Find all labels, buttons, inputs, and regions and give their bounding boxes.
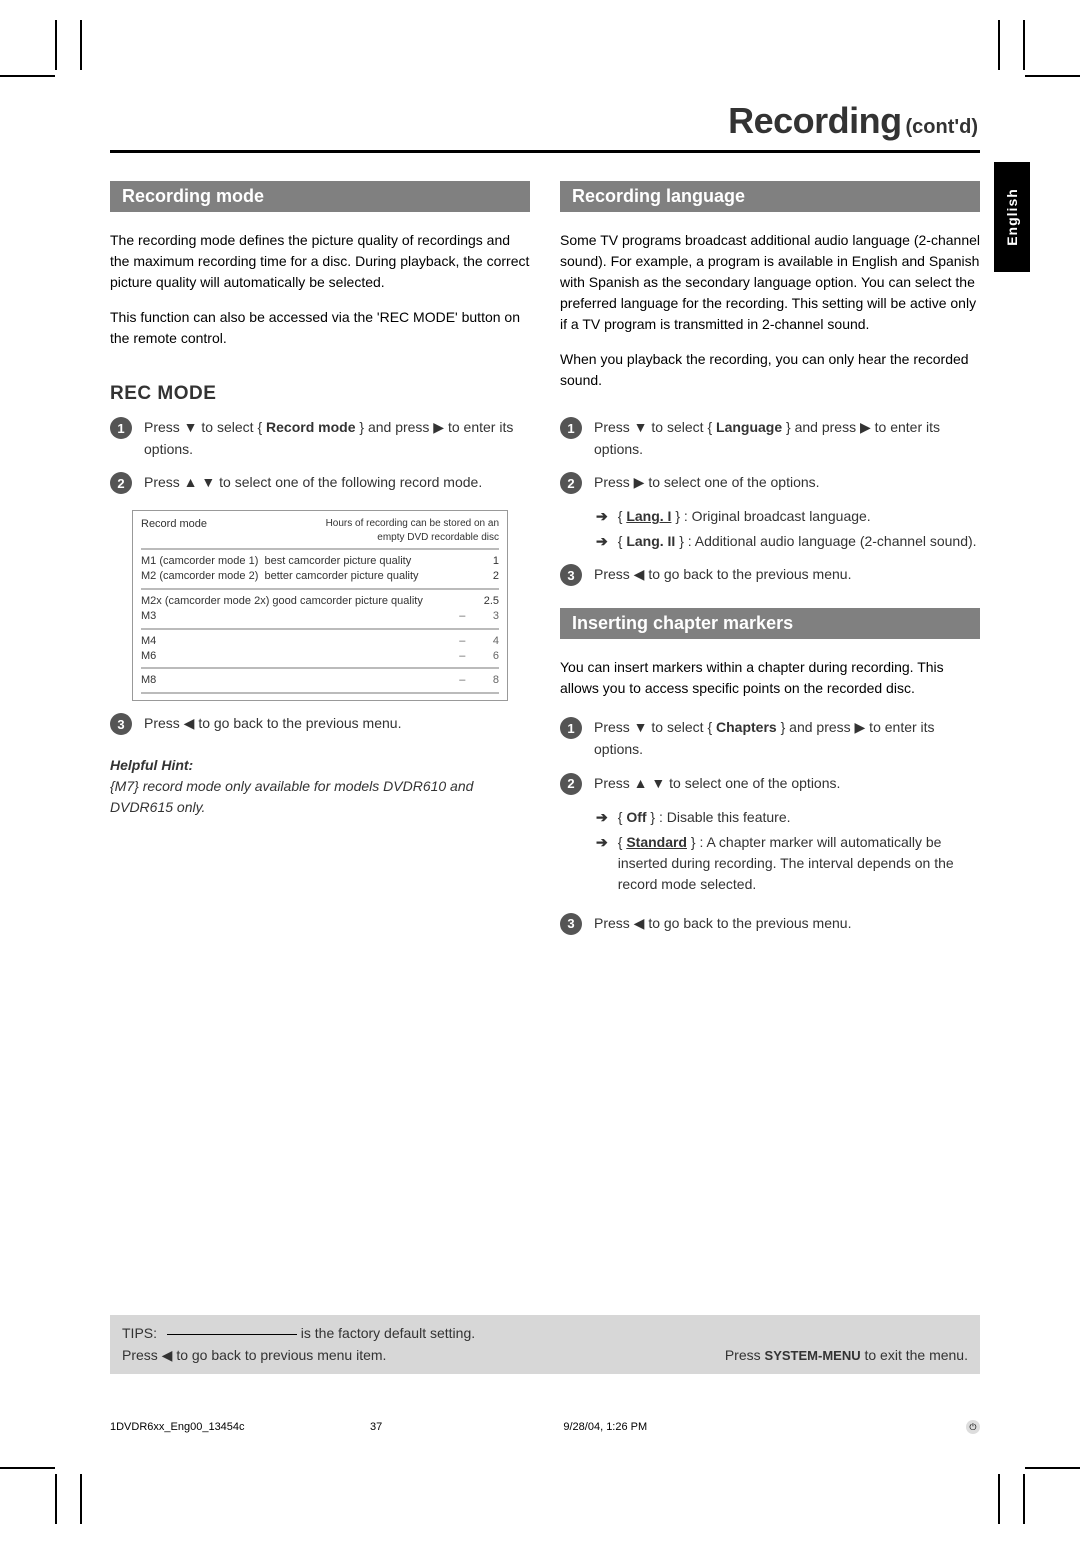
tips-bar: TIPS: is the factory default setting. Pr… (110, 1315, 980, 1374)
step-bullet-1: 1 (110, 417, 132, 439)
c-step-bullet-2: 2 (560, 773, 582, 795)
r-step-bullet-1: 1 (560, 417, 582, 439)
r-step-2-text: Press ▶ to select one of the options. (594, 472, 980, 494)
r-step-1-text: Press ▼ to select { Language } and press… (594, 417, 980, 460)
off-line: ➔ { Off } : Disable this feature. (596, 807, 980, 828)
sysmenu-label: SYSTEM-MENU (765, 1348, 861, 1363)
helpful-hint: Helpful Hint: {M7} record mode only avai… (110, 755, 530, 818)
r-step-bullet-3: 3 (560, 564, 582, 586)
page-title-wrap: Recording (cont'd) (110, 100, 980, 153)
lang1-label: Lang. I (626, 508, 671, 524)
lang1-note: : Original broadcast language. (680, 508, 871, 524)
step-3: 3 Press ◀ to go back to the previous men… (110, 713, 530, 735)
section-recording-language: Recording language (560, 181, 980, 212)
tips-label: TIPS: (122, 1325, 157, 1341)
lang2-label: Lang. II (626, 533, 675, 549)
table-col-left: Record mode (141, 517, 207, 544)
step-2: 2 Press ▲ ▼ to select one of the followi… (110, 472, 530, 494)
off-note: : Disable this feature. (655, 809, 790, 825)
step-2-text: Press ▲ ▼ to select one of the following… (144, 472, 530, 494)
left-column: Recording mode The recording mode define… (110, 175, 530, 947)
chapter-para: You can insert markers within a chapter … (560, 657, 980, 699)
step-3-text: Press ◀ to go back to the previous menu. (144, 713, 530, 735)
rec-mode-intro: The recording mode defines the picture q… (110, 230, 530, 293)
right-column: Recording language Some TV programs broa… (560, 175, 980, 947)
arrow-icon: ➔ (596, 531, 608, 552)
arrow-icon: ➔ (596, 832, 608, 853)
c-step-2: 2 Press ▲ ▼ to select one of the options… (560, 773, 980, 795)
arrow-icon: ➔ (596, 506, 608, 527)
step-bullet-3: 3 (110, 713, 132, 735)
rec-lang-para2: When you playback the recording, you can… (560, 349, 980, 391)
language-tab: English (994, 162, 1030, 272)
page-title-sub: (cont'd) (905, 116, 978, 138)
page-content: English Recording (cont'd) Recording mod… (110, 100, 980, 1434)
section-chapter-markers: Inserting chapter markers (560, 608, 980, 639)
footer-file: 1DVDR6xx_Eng00_13454c (110, 1421, 245, 1433)
footer: 1DVDR6xx_Eng00_13454c 37 9/28/04, 1:26 P… (110, 1420, 980, 1434)
c-step-3-text: Press ◀ to go back to the previous menu. (594, 913, 980, 935)
rec-mode-intro2: This function can also be accessed via t… (110, 307, 530, 349)
c-step-1: 1 Press ▼ to select { Chapters } and pre… (560, 717, 980, 760)
lang2-note: : Additional audio language (2-channel s… (684, 533, 977, 549)
tips-underline-sample (167, 1334, 297, 1335)
step-1-text: Press ▼ to select { Record mode } and pr… (144, 417, 530, 460)
arrow-icon: ➔ (596, 807, 608, 828)
language-tab-label: English (1004, 188, 1020, 246)
c-step-bullet-1: 1 (560, 717, 582, 739)
c-step-3: 3 Press ◀ to go back to the previous men… (560, 913, 980, 935)
tips-line1-rest: is the factory default setting. (301, 1325, 475, 1341)
r-step-3: 3 Press ◀ to go back to the previous men… (560, 564, 980, 586)
hint-head: Helpful Hint: (110, 755, 530, 776)
r-step-2: 2 Press ▶ to select one of the options. (560, 472, 980, 494)
r-step-1: 1 Press ▼ to select { Language } and pre… (560, 417, 980, 460)
step-bullet-2: 2 (110, 472, 132, 494)
page-title: Recording (728, 100, 902, 141)
c-step-2-text: Press ▲ ▼ to select one of the options. (594, 773, 980, 795)
section-recording-mode: Recording mode (110, 181, 530, 212)
std-label: Standard (626, 834, 687, 850)
lang1-line: ➔ { Lang. I } : Original broadcast langu… (596, 506, 980, 527)
rec-lang-para1: Some TV programs broadcast additional au… (560, 230, 980, 335)
step-1: 1 Press ▼ to select { Record mode } and … (110, 417, 530, 460)
std-line: ➔ { Standard } : A chapter marker will a… (596, 832, 980, 895)
footer-page: 37 (370, 1421, 382, 1433)
r-step-bullet-2: 2 (560, 472, 582, 494)
tips-line2a: Press ◀ to go back to previous menu item… (122, 1347, 386, 1364)
color-dot-icon: ⏻ (966, 1420, 980, 1434)
c-step-bullet-3: 3 (560, 913, 582, 935)
rec-mode-table: Record mode Hours of recording can be st… (132, 510, 508, 701)
table-col-right: Hours of recording can be stored on an e… (302, 517, 499, 544)
hint-body: {M7} record mode only available for mode… (110, 776, 530, 818)
c-step-1-text: Press ▼ to select { Chapters } and press… (594, 717, 980, 760)
rec-mode-heading: REC MODE (110, 383, 530, 405)
off-label: Off (626, 809, 646, 825)
lang2-line: ➔ { Lang. II } : Additional audio langua… (596, 531, 980, 552)
footer-stamp: 9/28/04, 1:26 PM (563, 1421, 647, 1433)
r-step-3-text: Press ◀ to go back to the previous menu. (594, 564, 980, 586)
